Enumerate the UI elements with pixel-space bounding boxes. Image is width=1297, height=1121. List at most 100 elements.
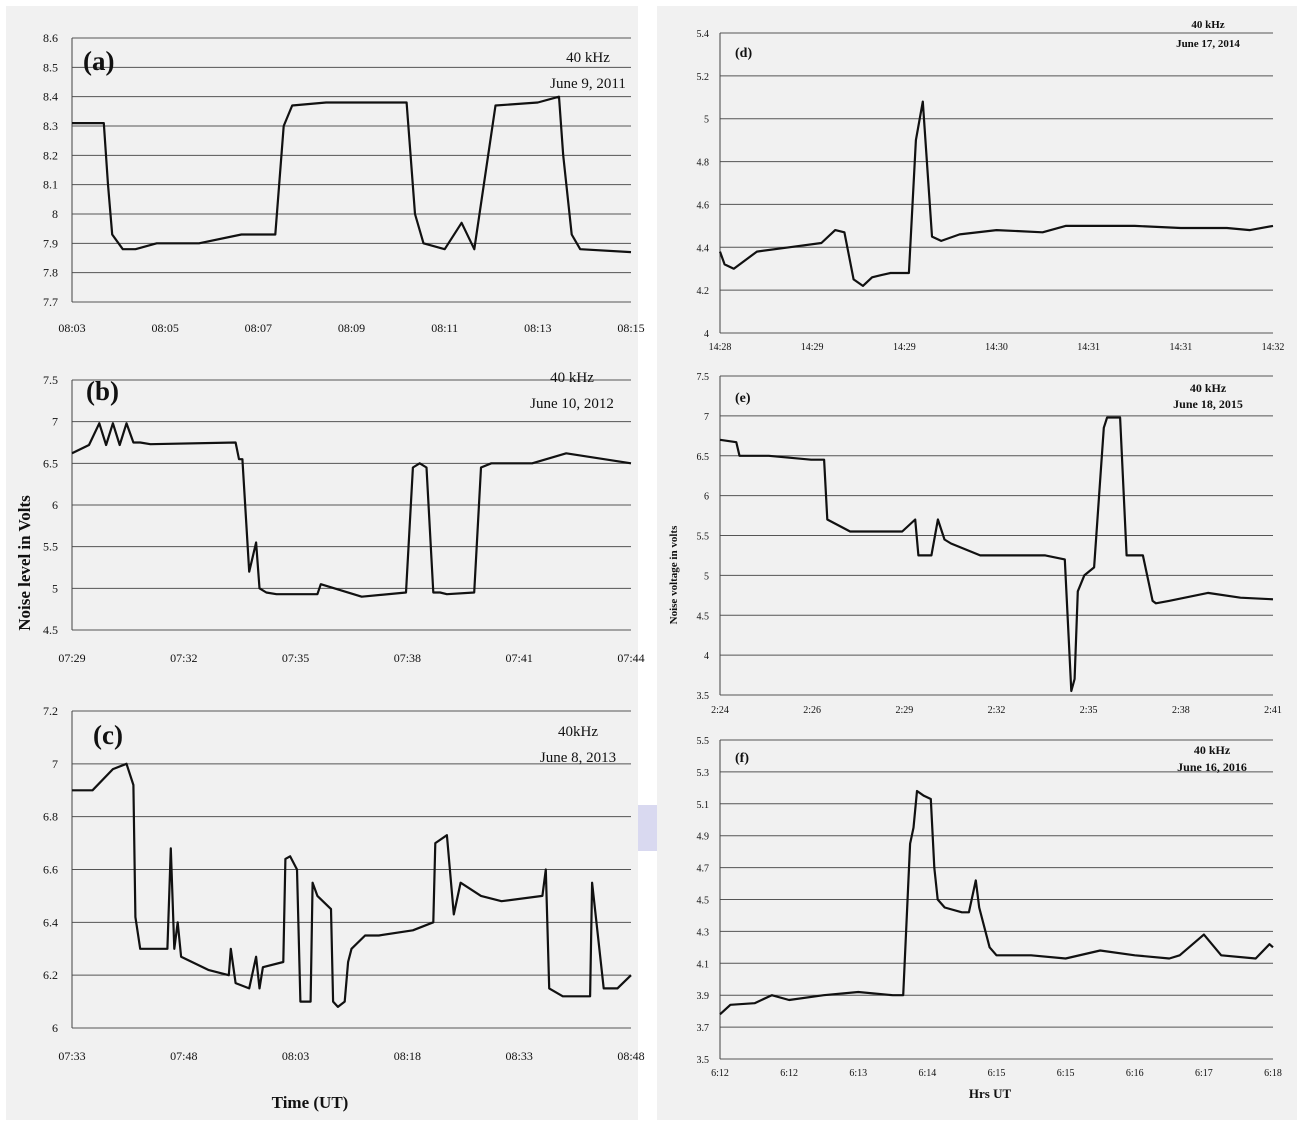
chart-c-x-tick-label: 07:48: [170, 1049, 197, 1063]
chart-e-series-line: [719, 416, 1274, 693]
chart-d-x-tick-label: 14:28: [709, 342, 732, 353]
chart-f-x-tick-label: 6:15: [988, 1068, 1006, 1079]
chart-c-y-tick-label: 6: [52, 1021, 58, 1035]
chart-a-annotation: 40 kHz: [566, 50, 610, 66]
chart-a-y-tick-label: 8: [52, 207, 58, 221]
chart-a-y-tick-label: 7.9: [43, 236, 58, 250]
chart-e-x-tick-label: 2:41: [1264, 705, 1282, 716]
chart-d-panel-label: (d): [735, 46, 752, 61]
chart-c-x-tick-label: 08:18: [394, 1049, 421, 1063]
chart-a-x-tick-label: 08:09: [338, 321, 365, 335]
chart-d-x-tick-label: 14:32: [1262, 342, 1285, 353]
chart-f-x-tick-label: 6:14: [918, 1068, 936, 1079]
chart-e-y-tick-label: 4: [704, 651, 709, 662]
chart-c-y-tick-label: 7.2: [43, 704, 58, 718]
chart-a-x-tick-label: 08:11: [431, 321, 458, 335]
chart-a-y-tick-label: 8.1: [43, 178, 58, 192]
chart-b-x-tick-label: 07:41: [506, 651, 533, 665]
chart-f-x-tick-label: 6:18: [1264, 1068, 1282, 1079]
chart-f-x-tick-label: 6:12: [711, 1068, 729, 1079]
chart-d-y-tick-label: 4.8: [697, 158, 710, 169]
chart-e-y-tick-label: 7: [704, 412, 709, 423]
chart-f-y-tick-label: 4.7: [697, 864, 710, 875]
chart-d-annotation: June 17, 2014: [1176, 38, 1240, 50]
chart-d-y-tick-label: 4: [704, 329, 709, 340]
chart-d-x-tick-label: 14:29: [801, 342, 824, 353]
chart-b-y-tick-label: 5: [52, 581, 58, 595]
chart-f: 3.5 3.7 3.9 4.1 4.3 4.5 4.7 4.9 5.1 5.3 5.5 6:12 6:1…: [697, 736, 1282, 1079]
chart-e-x-tick-label: 2:29: [895, 705, 913, 716]
charts-container: 7.7 7.8 7.9 8 8.1 8.2 8.3 8.4 8.5 8.6 08:03 08:05 08…: [43, 19, 1284, 1079]
chart-b-y-tick-label: 6.5: [43, 456, 58, 470]
chart-a-series-line: [72, 95, 632, 254]
chart-c-series-line: [72, 762, 632, 1008]
chart-a: 7.7 7.8 7.9 8 8.1 8.2 8.3 8.4 8.5 8.6 08:03 08:05 08…: [43, 31, 645, 335]
chart-e-y-tick-label: 6: [704, 492, 709, 503]
right-x-axis-title: Hrs UT: [969, 1086, 1012, 1101]
chart-d-y-tick-label: 4.6: [697, 200, 710, 211]
chart-d-x-tick-label: 14:31: [1169, 342, 1192, 353]
left-panel-background: [6, 6, 638, 1120]
chart-e-panel-label: (e): [735, 391, 751, 406]
chart-b-x-tick-label: 07:29: [58, 651, 85, 665]
chart-c-y-tick-label: 6.6: [43, 863, 58, 877]
chart-a-y-tick-label: 8.5: [43, 60, 58, 74]
chart-d-y-tick-label: 5.4: [697, 29, 710, 40]
chart-f-y-tick-label: 5.5: [697, 736, 710, 747]
chart-e-y-tick-label: 5: [704, 571, 709, 582]
chart-f-y-tick-label: 3.7: [697, 1023, 710, 1034]
chart-e-y-tick-label: 7.5: [697, 372, 710, 383]
chart-c-annotation: June 8, 2013: [540, 750, 616, 766]
chart-f-x-tick-label: 6:12: [780, 1068, 798, 1079]
chart-f-annotation: June 16, 2016: [1177, 760, 1247, 774]
chart-b-panel-label: (b): [86, 376, 119, 406]
chart-a-x-tick-label: 08:13: [524, 321, 551, 335]
chart-e-y-tick-label: 4.5: [697, 611, 710, 622]
left-y-axis-title: Noise level in Volts: [15, 495, 34, 631]
chart-f-y-tick-label: 3.5: [697, 1055, 710, 1066]
chart-d: 4 4.2 4.4 4.6 4.8 5 5.2 5.4 14:28 14:29 14:29 14:30…: [697, 19, 1285, 353]
chart-c-y-tick-label: 6.8: [43, 810, 58, 824]
chart-f-x-tick-label: 6:15: [1057, 1068, 1075, 1079]
chart-f-y-tick-label: 5.1: [697, 800, 710, 811]
chart-a-y-tick-label: 8.3: [43, 119, 58, 133]
chart-a-y-tick-label: 8.2: [43, 148, 58, 162]
chart-c: 6 6.2 6.4 6.6 6.8 7 7.2 07:33 07:48 08:03 08:18 08:…: [43, 704, 645, 1063]
chart-e-y-tick-label: 3.5: [697, 691, 710, 702]
chart-a-y-tick-label: 8.6: [43, 31, 58, 45]
chart-f-y-tick-label: 4.9: [697, 832, 710, 843]
chart-b-y-tick-label: 5.5: [43, 540, 58, 554]
chart-f-series-line: [719, 789, 1274, 1016]
chart-d-annotation: 40 kHz: [1191, 19, 1224, 31]
chart-b-y-tick-label: 7.5: [43, 373, 58, 387]
chart-c-x-tick-label: 08:48: [617, 1049, 644, 1063]
chart-b-x-tick-label: 07:32: [170, 651, 197, 665]
chart-d-y-tick-label: 5: [704, 115, 709, 126]
right-panel-background: [657, 6, 1297, 1120]
chart-b-series-line: [71, 422, 632, 598]
chart-b: 4.5 5 5.5 6 6.5 7 7.5 07:29 07:32 07:35 07:38 07:41…: [43, 370, 645, 665]
left-x-axis-title: Time (UT): [272, 1093, 349, 1112]
chart-e-x-tick-label: 2:24: [711, 705, 729, 716]
right-y-axis-title: Noise voltage in volts: [668, 525, 680, 624]
chart-a-panel-label: (a): [83, 46, 114, 76]
chart-a-x-tick-label: 08:03: [58, 321, 85, 335]
chart-f-y-tick-label: 4.3: [697, 927, 710, 938]
chart-a-x-tick-label: 08:07: [245, 321, 272, 335]
chart-f-x-tick-label: 6:17: [1195, 1068, 1213, 1079]
chart-b-x-tick-label: 07:44: [617, 651, 644, 665]
chart-b-y-tick-label: 4.5: [43, 623, 58, 637]
chart-a-x-tick-label: 08:05: [151, 321, 178, 335]
chart-e: 3.5 4 4.5 5 5.5 6 6.5 7 7.5 2:24 2:26 2:29 2:32 2:35 2…: [697, 372, 1282, 716]
chart-a-y-tick-label: 7.7: [43, 295, 58, 309]
chart-b-x-tick-label: 07:38: [394, 651, 421, 665]
chart-d-x-tick-label: 14:29: [893, 342, 916, 353]
chart-c-annotation: 40kHz: [558, 724, 598, 740]
chart-f-y-tick-label: 5.3: [697, 768, 710, 779]
chart-a-y-tick-label: 8.4: [43, 90, 58, 104]
chart-d-y-tick-label: 5.2: [697, 72, 710, 83]
chart-f-x-tick-label: 6:13: [849, 1068, 867, 1079]
chart-c-y-tick-label: 7: [52, 757, 58, 771]
chart-f-x-tick-label: 6:16: [1126, 1068, 1144, 1079]
